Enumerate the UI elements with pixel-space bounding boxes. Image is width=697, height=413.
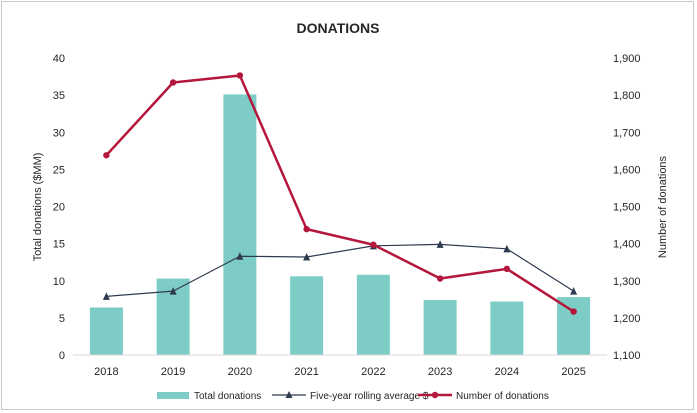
bar (557, 297, 591, 355)
y2-tick-label: 1,300 (613, 276, 641, 288)
y2-tick-label: 1,700 (613, 127, 641, 139)
bar (423, 300, 457, 355)
y-tick-label: 0 (59, 350, 65, 362)
line-point (303, 225, 310, 233)
x-tick-label: 2023 (428, 366, 452, 378)
tick-labels-group: 05101520253035401,1001,2001,3001,4001,50… (53, 53, 641, 378)
number-of-donations-line (105, 74, 575, 313)
line-series-group (102, 72, 578, 315)
line-point (102, 292, 110, 300)
bar (290, 276, 324, 355)
line-point (236, 72, 244, 79)
line-point (436, 240, 444, 248)
line-point (103, 152, 110, 159)
line-point (503, 244, 511, 253)
x-tick-label: 2022 (361, 366, 385, 378)
x-tick-label: 2020 (228, 366, 252, 378)
line-point (570, 308, 577, 315)
line-point (169, 79, 177, 86)
y2-tick-label: 1,600 (613, 164, 641, 176)
line-point (303, 252, 311, 261)
bar (490, 301, 524, 355)
y-tick-label: 20 (53, 202, 65, 214)
legend-label: Total donations (194, 391, 261, 402)
bar (223, 94, 257, 355)
x-tick-label: 2025 (561, 366, 585, 378)
bar (89, 307, 123, 355)
y2-tick-label: 1,100 (613, 350, 641, 362)
x-tick-label: 2021 (294, 366, 318, 378)
x-tick-label: 2019 (161, 366, 185, 378)
rolling-average-line (106, 243, 574, 297)
y2-tick-label: 1,900 (613, 53, 641, 65)
legend-marker (285, 391, 293, 398)
legend-label: Number of donations (456, 391, 549, 402)
line-point (503, 265, 511, 273)
legend-marker (431, 391, 439, 399)
line-point (370, 241, 377, 248)
y-axis-title: Total donations ($MM) (32, 153, 44, 262)
line-point (436, 275, 444, 282)
line-point (169, 287, 177, 295)
y2-axis-title: Number of donations (657, 155, 669, 258)
legend-swatch-bar (157, 392, 189, 399)
y2-tick-label: 1,400 (613, 239, 641, 251)
y-tick-label: 10 (53, 276, 65, 288)
y-tick-label: 5 (59, 313, 65, 325)
x-tick-label: 2024 (495, 366, 519, 378)
chart-title: DONATIONS (297, 20, 380, 36)
x-tick-label: 2018 (94, 366, 118, 378)
y-tick-label: 25 (53, 164, 65, 176)
legend-label: Five-year rolling average $ (310, 391, 429, 402)
y2-tick-label: 1,500 (613, 202, 641, 214)
legend: Total donations Five-year rolling average… (157, 391, 549, 402)
y-tick-label: 15 (53, 239, 65, 251)
y2-tick-label: 1,200 (613, 313, 641, 325)
y-tick-label: 30 (53, 127, 65, 139)
y-tick-label: 40 (53, 53, 65, 65)
y-tick-label: 35 (53, 90, 65, 102)
line-point (236, 252, 244, 260)
y2-tick-label: 1,800 (613, 90, 641, 102)
bar-series-group (89, 94, 591, 355)
line-point (570, 287, 578, 295)
bar (356, 274, 390, 355)
